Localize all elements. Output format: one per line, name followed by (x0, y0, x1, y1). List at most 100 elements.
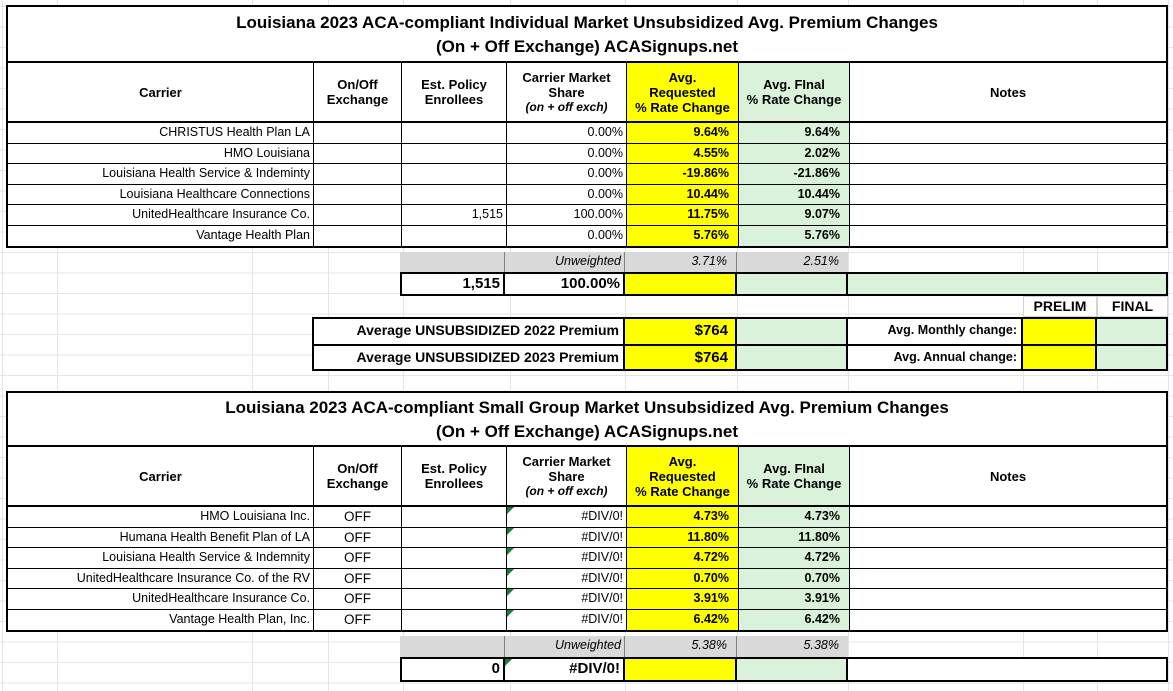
cell-enrollees[interactable] (402, 568, 507, 589)
cell-requested[interactable]: 6.42% (627, 609, 739, 630)
cell-requested[interactable]: -19.86% (627, 164, 739, 185)
cell-market-share[interactable]: 0.00% (507, 143, 627, 164)
cell-exchange[interactable] (314, 205, 402, 226)
unweighted-blank-cell[interactable] (400, 252, 505, 272)
premium-value[interactable]: $764 (625, 319, 737, 344)
cell-exchange[interactable] (314, 143, 402, 164)
cell-carrier[interactable]: HMO Louisiana (8, 143, 314, 164)
cell-exchange[interactable]: OFF (314, 548, 402, 569)
cell-carrier[interactable]: CHRISTUS Health Plan LA (8, 123, 314, 144)
cell-requested[interactable]: 9.64% (627, 123, 739, 144)
header-carrier[interactable]: Carrier (8, 63, 314, 121)
cell-enrollees[interactable] (402, 123, 507, 144)
total-notes-blank[interactable] (848, 659, 1166, 680)
change-prelim-blank[interactable] (1023, 346, 1097, 369)
cell-requested[interactable]: 4.55% (627, 143, 739, 164)
cell-notes[interactable] (850, 226, 1166, 247)
cell-enrollees[interactable] (402, 548, 507, 569)
premium-label[interactable]: Average UNSUBSIDIZED 2023 Premium (314, 346, 625, 369)
cell-market-share[interactable]: #DIV/0! (507, 609, 627, 630)
unweighted-label[interactable]: Unweighted (505, 636, 625, 657)
cell-requested[interactable]: 4.72% (627, 548, 739, 569)
header-enrollees[interactable]: Est. Policy Enrollees (402, 447, 507, 505)
header-requested[interactable]: Avg. Requested % Rate Change (627, 63, 739, 121)
cell-exchange[interactable] (314, 225, 402, 246)
cell-exchange[interactable]: OFF (314, 609, 402, 630)
header-notes[interactable]: Notes (989, 468, 1027, 484)
cell-exchange[interactable]: OFF (314, 507, 402, 528)
individual-table-title[interactable]: Louisiana 2023 ACA-compliant Individual … (8, 7, 1166, 63)
cell-final[interactable]: 9.07% (739, 205, 850, 226)
cell-market-share[interactable]: #DIV/0! (507, 568, 627, 589)
total-market-share[interactable]: 100.00% (505, 274, 625, 294)
header-exchange[interactable]: On/Off Exchange (314, 63, 402, 121)
cell-notes[interactable] (850, 528, 1166, 548)
cell-exchange[interactable] (314, 184, 402, 205)
total-requested-blank[interactable] (625, 274, 737, 294)
cell-market-share[interactable]: 0.00% (507, 184, 627, 205)
cell-market-share[interactable]: 0.00% (507, 225, 627, 246)
cell-final[interactable]: 3.91% (739, 589, 850, 610)
header-market-share[interactable]: Carrier Market Share (on + off exch) (507, 447, 627, 505)
cell-enrollees[interactable] (402, 527, 507, 548)
cell-notes[interactable] (850, 548, 1166, 569)
cell-market-share[interactable]: #DIV/0! (507, 507, 627, 528)
cell-enrollees[interactable] (402, 507, 507, 528)
change-prelim-blank[interactable] (1023, 319, 1097, 344)
cell-notes[interactable] (850, 164, 1166, 185)
cell-notes[interactable] (850, 144, 1166, 164)
cell-notes[interactable] (850, 589, 1166, 610)
cell-carrier[interactable]: Louisiana Healthcare Connections (8, 184, 314, 205)
prelim-header[interactable]: PRELIM (1023, 296, 1097, 317)
cell-exchange[interactable]: OFF (314, 589, 402, 610)
cell-carrier[interactable]: UnitedHealthcare Insurance Co. (8, 589, 314, 610)
cell-requested[interactable]: 11.75% (627, 205, 739, 226)
cell-carrier[interactable]: UnitedHealthcare Insurance Co. (8, 205, 314, 226)
header-exchange[interactable]: On/Off Exchange (314, 447, 402, 505)
header-requested[interactable]: Avg. Requested % Rate Change (627, 447, 739, 505)
premium-label[interactable]: Average UNSUBSIDIZED 2022 Premium (314, 319, 625, 344)
cell-notes[interactable] (850, 507, 1166, 528)
cell-requested[interactable]: 10.44% (627, 184, 739, 205)
cell-notes[interactable] (850, 185, 1166, 205)
unweighted-requested[interactable]: 5.38% (625, 636, 737, 657)
small-group-table-title[interactable]: Louisiana 2023 ACA-compliant Small Group… (8, 393, 1166, 447)
cell-enrollees[interactable] (402, 143, 507, 164)
cell-notes[interactable] (850, 123, 1166, 144)
header-final[interactable]: Avg. FInal % Rate Change (739, 63, 850, 121)
change-final-blank[interactable] (1097, 346, 1166, 369)
change-label[interactable]: Avg. Annual change: (848, 346, 1023, 369)
cell-carrier[interactable]: Humana Health Benefit Plan of LA (8, 527, 314, 548)
premium-final-blank[interactable] (737, 346, 848, 369)
cell-enrollees[interactable] (402, 609, 507, 630)
header-market-share[interactable]: Carrier Market Share (on + off exch) (507, 63, 627, 121)
cell-enrollees[interactable]: 1,515 (402, 205, 507, 226)
premium-value[interactable]: $764 (625, 346, 737, 369)
unweighted-blank-cell[interactable] (400, 636, 505, 657)
cell-exchange[interactable]: OFF (314, 527, 402, 548)
cell-carrier[interactable]: Louisiana Health Service & Indemnity (8, 548, 314, 569)
header-enrollees[interactable]: Est. Policy Enrollees (402, 63, 507, 121)
cell-final[interactable]: -21.86% (739, 164, 850, 185)
cell-final[interactable]: 6.42% (739, 609, 850, 630)
cell-requested[interactable]: 4.73% (627, 507, 739, 528)
total-enrollees[interactable]: 0 (402, 659, 505, 680)
change-label[interactable]: Avg. Monthly change: (848, 319, 1023, 344)
cell-notes[interactable] (850, 569, 1166, 589)
cell-final[interactable]: 2.02% (739, 143, 850, 164)
change-final-blank[interactable] (1097, 319, 1166, 344)
total-enrollees[interactable]: 1,515 (402, 274, 505, 294)
cell-carrier[interactable]: UnitedHealthcare Insurance Co. of the RV (8, 568, 314, 589)
cell-notes[interactable] (850, 205, 1166, 226)
cell-market-share[interactable]: 100.00% (507, 205, 627, 226)
unweighted-label[interactable]: Unweighted (505, 252, 625, 272)
header-notes[interactable]: Notes (989, 84, 1027, 100)
total-market-share[interactable]: #DIV/0! (505, 659, 625, 680)
total-notes-blank[interactable] (848, 274, 1166, 294)
total-requested-blank[interactable] (625, 659, 737, 680)
unweighted-final[interactable]: 2.51% (737, 252, 848, 272)
unweighted-requested[interactable]: 3.71% (625, 252, 737, 272)
cell-requested[interactable]: 3.91% (627, 589, 739, 610)
header-final[interactable]: Avg. FInal % Rate Change (739, 447, 850, 505)
unweighted-final[interactable]: 5.38% (737, 636, 848, 657)
